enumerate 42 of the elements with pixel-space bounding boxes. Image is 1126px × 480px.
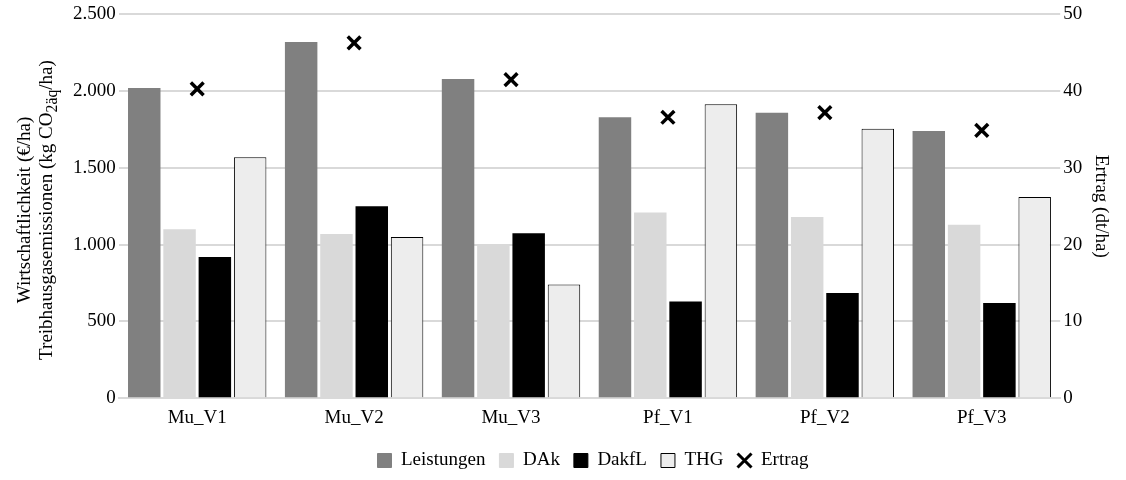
y-tick-label: 1.000 (73, 232, 116, 254)
legend-label: THG (684, 448, 724, 470)
point (659, 109, 677, 126)
legend-label: Ertrag (761, 448, 809, 470)
legend-label: DakfL (597, 448, 647, 470)
y-tick-label: 1.500 (73, 155, 116, 177)
y2-tick-label: 40 (1063, 79, 1083, 101)
bar (598, 117, 632, 398)
y2-tick-label: 10 (1063, 309, 1083, 331)
x-tick-label: Mu_V1 (167, 405, 227, 427)
x-tick-label: Pf_V3 (956, 405, 1007, 427)
bar (128, 88, 161, 398)
y-tick-label: 0 (106, 386, 116, 408)
x-tick-label: Mu_V2 (324, 405, 384, 427)
legend-label: DAk (522, 448, 561, 470)
y-tick-label: 2.500 (73, 2, 116, 24)
y-tick-label: 2.000 (73, 79, 116, 101)
y-tick-label: 500 (87, 309, 116, 331)
point (189, 80, 206, 97)
bar (355, 206, 389, 398)
point (973, 122, 990, 139)
y2-tick-label: 0 (1063, 386, 1073, 408)
x-tick-label: Mu_V3 (481, 405, 541, 427)
bar (441, 78, 475, 398)
bar (755, 112, 789, 398)
point (346, 34, 363, 51)
bar (826, 293, 859, 398)
bar (983, 303, 1016, 398)
y2-tick-label: 20 (1063, 232, 1083, 254)
bar (198, 256, 232, 398)
y2-axis-title: Ertrag (dt/ha) (1090, 154, 1113, 258)
x-tick-label: Pf_V1 (643, 405, 693, 427)
point (502, 71, 520, 88)
bar (284, 42, 318, 398)
point (816, 104, 833, 121)
y2-tick-label: 50 (1063, 2, 1083, 24)
bar (669, 301, 702, 398)
bar (512, 233, 545, 398)
legend-label: Leistungen (401, 448, 486, 470)
y2-tick-label: 30 (1063, 155, 1083, 177)
x-tick-label: Pf_V2 (800, 405, 850, 427)
bar (912, 131, 946, 398)
